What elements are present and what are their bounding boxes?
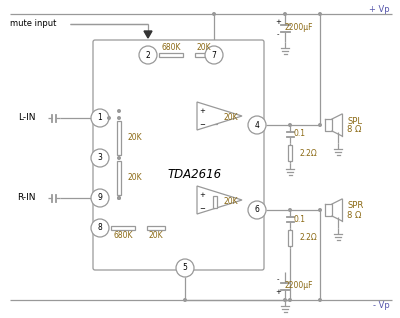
Bar [117, 121, 121, 155]
Text: 8 Ω: 8 Ω [347, 126, 361, 135]
Circle shape [91, 149, 109, 167]
Text: −: − [199, 122, 205, 128]
Circle shape [288, 298, 292, 302]
Circle shape [288, 208, 292, 212]
Circle shape [139, 46, 157, 64]
Text: 5: 5 [182, 264, 188, 273]
Circle shape [318, 298, 322, 302]
Text: +: + [199, 192, 205, 198]
Polygon shape [197, 102, 242, 130]
Text: −: − [199, 206, 205, 212]
Text: 20K: 20K [197, 44, 211, 52]
Circle shape [91, 109, 109, 127]
Text: 1: 1 [98, 114, 102, 122]
Bar [111, 226, 135, 230]
Circle shape [117, 116, 121, 120]
Text: 3: 3 [98, 154, 102, 162]
Text: SPL: SPL [347, 116, 362, 126]
Bar [288, 145, 292, 162]
Text: 6: 6 [254, 205, 260, 215]
Bar [147, 226, 165, 230]
Circle shape [318, 123, 322, 127]
Circle shape [117, 156, 121, 160]
Circle shape [117, 196, 121, 200]
Text: 8 Ω: 8 Ω [347, 211, 361, 219]
Circle shape [248, 116, 266, 134]
Bar [213, 196, 217, 208]
Polygon shape [144, 31, 152, 38]
Text: 7: 7 [212, 51, 216, 59]
Circle shape [107, 116, 111, 120]
Text: 2200μF: 2200μF [285, 24, 313, 32]
Text: +: + [199, 108, 205, 114]
Text: + Vp: + Vp [369, 4, 390, 13]
Text: -: - [277, 31, 279, 38]
Circle shape [288, 123, 292, 127]
Circle shape [283, 298, 287, 302]
Text: 9: 9 [98, 193, 102, 203]
Bar [288, 230, 292, 246]
Circle shape [183, 298, 187, 302]
Text: 20K: 20K [224, 114, 239, 122]
Text: 4: 4 [254, 121, 260, 129]
Circle shape [117, 196, 121, 200]
Text: mute input: mute input [10, 19, 56, 29]
Text: L-IN: L-IN [18, 114, 36, 122]
Text: 2.2Ω: 2.2Ω [299, 149, 317, 157]
Bar [159, 53, 183, 57]
Circle shape [91, 189, 109, 207]
Circle shape [318, 208, 322, 212]
Circle shape [91, 219, 109, 237]
FancyBboxPatch shape [93, 40, 264, 270]
Circle shape [205, 46, 223, 64]
Circle shape [318, 12, 322, 16]
Text: 20K: 20K [128, 134, 143, 142]
Text: 2.2Ω: 2.2Ω [299, 233, 317, 243]
Text: R-IN: R-IN [18, 193, 36, 203]
Text: 20K: 20K [224, 197, 239, 206]
Text: 20K: 20K [149, 231, 163, 239]
Polygon shape [197, 186, 242, 214]
Circle shape [283, 12, 287, 16]
Text: +: + [275, 289, 281, 295]
Text: SPR: SPR [347, 202, 363, 211]
Circle shape [176, 259, 194, 277]
Text: - Vp: - Vp [373, 301, 390, 309]
Text: 680K: 680K [113, 231, 133, 239]
Text: TDA2616: TDA2616 [168, 169, 222, 182]
Text: 2200μF: 2200μF [285, 281, 313, 291]
Text: 0.1: 0.1 [294, 129, 306, 139]
Bar [195, 53, 213, 57]
Text: -: - [277, 276, 279, 282]
Circle shape [248, 201, 266, 219]
Text: 8: 8 [98, 224, 102, 232]
Text: 2: 2 [146, 51, 150, 59]
Circle shape [117, 109, 121, 113]
Bar [213, 112, 217, 124]
Bar [117, 161, 121, 195]
Circle shape [212, 12, 216, 16]
Text: +: + [275, 18, 281, 24]
Text: 0.1: 0.1 [294, 215, 306, 224]
Text: 20K: 20K [128, 174, 143, 183]
Text: 680K: 680K [161, 44, 181, 52]
